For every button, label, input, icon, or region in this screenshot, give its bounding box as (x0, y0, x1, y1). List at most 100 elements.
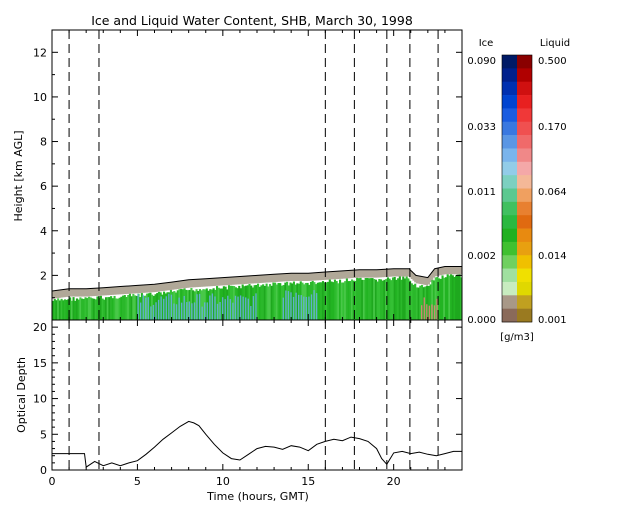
cloud-top-layer-cell (161, 283, 164, 292)
ice-core-cell (191, 303, 193, 320)
cloud-column-cell (436, 277, 439, 320)
cloud-top-layer-cell (364, 269, 367, 278)
cloud-top-layer-cell (63, 289, 67, 298)
cloud-top-layer-cell (116, 286, 120, 295)
cloud-top-layer-cell (151, 284, 154, 293)
cloud-top-layer-cell (374, 269, 377, 278)
cloud-top-layer-cell (262, 274, 265, 283)
cloud-column-cell (113, 295, 116, 320)
cloud-column-cell (327, 281, 330, 320)
cloud-top-layer-cell (81, 288, 84, 297)
cloud-column-cell (238, 285, 241, 320)
cloud-top-layer-cell (366, 269, 369, 278)
cloud-top-layer-cell (260, 275, 263, 283)
cloud-top-layer-cell (140, 285, 143, 293)
cloud-column-cell (333, 279, 336, 320)
cloud-top-layer-cell (111, 287, 114, 295)
cloud-column-cell (443, 277, 446, 320)
cloud-top-layer-cell (327, 271, 330, 280)
cloud-column-cell (62, 300, 65, 320)
cloud-column-cell (58, 300, 61, 320)
ice-core-cell (175, 304, 178, 320)
cloud-top-layer-cell (79, 288, 82, 297)
colorbar-liquid-label: 0.014 (538, 251, 567, 262)
cloud-column-cell (456, 274, 459, 320)
cloud-column-cell (347, 281, 350, 320)
cloud-column-cell (87, 296, 90, 320)
cloud-top-layer-cell (422, 276, 425, 285)
cloud-top-layer-cell (398, 268, 401, 277)
cloud-top-layer-cell (144, 284, 147, 293)
cloud-top-layer-cell (226, 277, 229, 286)
cloud-top-layer-cell (460, 266, 463, 275)
cloud-column-cell (217, 287, 220, 320)
cloud-column-cell (60, 298, 63, 320)
cloud-top-layer-cell (75, 288, 79, 297)
cloud-column-cell (86, 298, 89, 320)
ice-core-cell (305, 296, 308, 320)
cloud-top-layer-cell (103, 287, 106, 296)
cloud-column-cell (378, 279, 381, 320)
cloud-column-cell (65, 299, 68, 320)
cloud-top-layer-cell (137, 285, 140, 294)
cloud-column-cell (106, 297, 109, 320)
ice-core-cell (193, 302, 196, 320)
cloud-top-layer-cell (362, 269, 366, 278)
colorbar-ice-labels: 0.090 0.033 0.011 0.002 0.000 (467, 56, 496, 326)
cloud-top-layer-cell (287, 273, 290, 282)
cloud-top-layer-cell (284, 273, 287, 282)
cloud-top-layer-cell (390, 268, 393, 277)
colorbar: Ice Liquid 0.090 0.033 0.011 0.002 0.000 0.5… (467, 38, 570, 343)
cloud-top-layer-cell (91, 288, 94, 297)
cloud-column-cell (89, 297, 92, 320)
cloud-column-cell (342, 282, 345, 320)
cloud-column-cell (296, 283, 299, 320)
cloud-top-layer-cell (328, 271, 331, 280)
cloud-top-layer-cell (354, 270, 357, 278)
cloud-top-layer-cell (407, 268, 410, 277)
cloud-column-cell (104, 297, 108, 320)
cloud-top-layer-cell (417, 275, 420, 284)
colorbar-ice-swatch (502, 255, 517, 269)
bottom-y-tick-label: 5 (40, 428, 47, 441)
cloud-column-cell (444, 277, 448, 320)
x-tick-label: 10 (216, 475, 230, 488)
cloud-column-cell (438, 278, 441, 320)
colorbar-liquid-swatch (517, 55, 532, 69)
cloud-column-cell (140, 293, 143, 320)
ice-core-cell (290, 292, 292, 320)
cloud-top-layer-cell (275, 274, 278, 282)
colorbar-ice-swatch (502, 268, 517, 283)
bottom-y-tick-label: 20 (33, 321, 47, 334)
cloud-top-layer-cell (125, 286, 128, 294)
cloud-top-line (51, 266, 462, 292)
cloud-top-layer-cell (453, 266, 456, 275)
bottom-panel-background (52, 320, 462, 470)
cloud-column-cell (53, 298, 56, 320)
cloud-top-layer-cell (169, 282, 172, 290)
cloud-top-layer-cell (332, 271, 335, 280)
cloud-top-layer-cell (361, 269, 364, 278)
cloud-top-layer-cell (120, 286, 123, 295)
cloud-column-cell (101, 298, 104, 320)
cloud-top-layer-cell (289, 273, 292, 282)
cloud-top-layer-cell (214, 278, 217, 286)
ice-core-cell (300, 295, 302, 320)
cloud-top-layer-cell (198, 279, 202, 287)
cloud-column-cell (427, 286, 430, 320)
cloud-column-cell (381, 280, 384, 320)
ice-core-cell (232, 302, 234, 320)
ice-core-cell (247, 298, 249, 320)
colorbar-liquid-swatch (517, 215, 532, 229)
cloud-column-cell (301, 282, 304, 320)
cloud-column-cell (192, 290, 195, 320)
cloud-column-cell (391, 277, 395, 320)
cloud-column-cell (116, 298, 120, 320)
cloud-top-layer-cell (344, 270, 347, 279)
cloud-top-layer-cell (205, 278, 208, 287)
cloud-top-layer-cell (156, 283, 159, 292)
ice-core-cell (310, 294, 313, 320)
cloud-column-cell (74, 300, 77, 320)
cloud-top-layer-cell (323, 272, 326, 280)
